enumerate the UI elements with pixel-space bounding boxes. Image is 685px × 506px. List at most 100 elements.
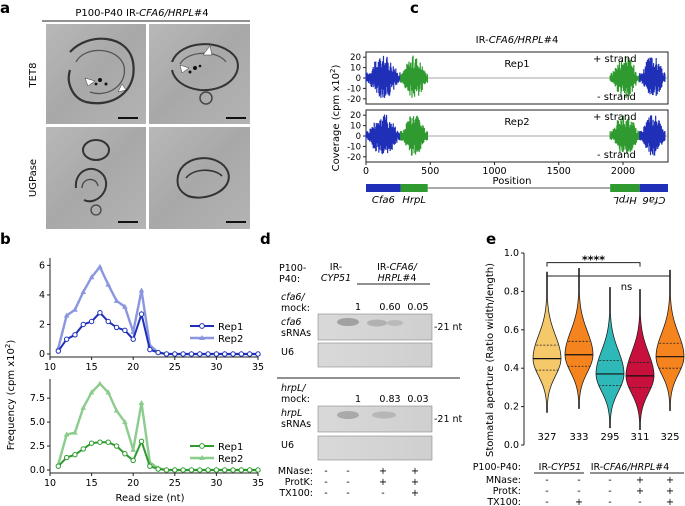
point-rep1 — [213, 351, 220, 357]
d-bottom-rna-label-2: sRNAs — [281, 419, 311, 430]
point-rep2 — [138, 399, 145, 405]
sig-bracket-1 — [546, 262, 641, 267]
coverage-trace — [609, 115, 641, 155]
x-tick-label: 10 — [44, 478, 56, 489]
d-bottom-nt-marker: -21 nt — [434, 414, 463, 425]
violin — [625, 289, 655, 431]
d-treatment-cell: - — [346, 466, 349, 477]
d-top-band-3 — [387, 320, 403, 326]
point-rep1 — [255, 351, 261, 357]
panel-a: a P100-P40 IR-CFA6/HRPL#4 TET8 UGPase — [0, 0, 250, 229]
point-rep1 — [105, 439, 111, 445]
panel-d-label: d — [260, 230, 271, 248]
point-rep1 — [205, 467, 211, 473]
coverage-trace — [609, 56, 641, 98]
d-treatment-cell: - — [324, 488, 327, 499]
e-treatment-cell: + — [666, 497, 674, 506]
plus-strand-label: + strand — [593, 54, 637, 65]
d-treatment-label: TX100: — [278, 488, 313, 499]
violin-count: 325 — [660, 432, 679, 443]
point-rep2 — [72, 306, 78, 312]
minus-strand-label: - strand — [597, 150, 636, 161]
point-rep1 — [97, 439, 103, 445]
x-tick-label: 30 — [210, 478, 222, 489]
e-treatment-cell: + — [575, 497, 583, 506]
x-tick-label: 25 — [169, 362, 181, 373]
panel-b-ylabel: Frequency (cpm x102) — [4, 340, 17, 451]
violin — [655, 269, 685, 411]
panel-d: d P100- P40: IR- CYP51 IR-CFA6/ HRPL#4 c… — [260, 230, 463, 499]
panel-c-label: c — [410, 0, 419, 17]
point-rep1 — [163, 467, 170, 473]
coverage-trace — [639, 115, 666, 156]
point-rep1 — [172, 351, 178, 357]
d-top-rna-label-2: sRNAs — [281, 328, 311, 339]
point-rep1 — [55, 348, 62, 354]
e-treatment-cell: - — [577, 486, 580, 497]
point-rep1 — [63, 454, 70, 461]
row-label-tet8: TET8 — [28, 63, 39, 89]
d-top-ratio-2: 0.60 — [379, 302, 400, 313]
y-tick-label: -10 — [347, 142, 361, 152]
e-treatment-cell: + — [666, 486, 674, 497]
d-bottom-u6-label: U6 — [281, 440, 294, 451]
d-treatment-cell: + — [411, 466, 419, 477]
point-rep1 — [188, 467, 195, 473]
point-rep1 — [72, 451, 78, 458]
point-rep1 — [113, 324, 120, 331]
panel-a-label: a — [0, 0, 10, 17]
point-rep1 — [197, 467, 203, 473]
gene-label-hrpl-rev: HrpL — [613, 194, 637, 205]
point-rep2 — [80, 404, 87, 410]
violin — [564, 267, 594, 409]
gene-label-cfa6: Cfa6 — [372, 195, 395, 206]
legend-marker-rep2 — [199, 455, 205, 460]
legend-label-rep2: Rep2 — [218, 334, 243, 345]
e-group-label: P100-P40: — [473, 462, 521, 473]
legend-marker-rep1 — [199, 443, 205, 449]
panel-b: b Frequency (cpm x102) Read size (nt) 0 2… — [0, 230, 264, 504]
point-rep1 — [97, 309, 103, 316]
d-top-band-2 — [367, 319, 387, 327]
x-tick-label: 25 — [169, 478, 181, 489]
y-tick-label: 10 — [350, 64, 361, 74]
point-rep1 — [180, 467, 186, 473]
d-treatment-label: MNase: — [278, 466, 313, 477]
point-rep1 — [80, 321, 86, 328]
row-label-ugpase: UGPase — [28, 159, 39, 197]
d-treatment-cell: + — [411, 488, 419, 499]
panel-b-label: b — [0, 230, 11, 248]
x-tick-label: 30 — [210, 362, 222, 373]
d-treatment-label: ProtK: — [285, 477, 313, 488]
point-rep2 — [122, 419, 128, 425]
point-rep2 — [105, 389, 112, 395]
d-bottom-ratio-label-1: hrpL/ — [281, 383, 307, 394]
point-rep1 — [147, 463, 153, 469]
panel-e-label: e — [486, 230, 496, 248]
y-tick-label: 0.0 — [30, 465, 45, 476]
d-treatment-cell: - — [381, 488, 384, 499]
point-rep1 — [63, 336, 70, 342]
e-treatment-cell: - — [545, 486, 548, 497]
gene-block — [400, 184, 428, 192]
panel-b-xlabel: Read size (nt) — [116, 493, 185, 504]
panel-a-title: P100-P40 IR-CFA6/HRPL#4 — [75, 8, 208, 19]
coverage-trace — [365, 55, 402, 98]
gene-block — [610, 184, 640, 192]
point-rep1 — [172, 467, 178, 473]
point-rep1 — [180, 351, 186, 357]
e-treatment-cell: - — [545, 475, 548, 486]
point-rep1 — [147, 346, 153, 353]
e-treatment-cell: - — [545, 497, 548, 506]
point-rep1 — [246, 351, 253, 357]
e-treatment-label: ProtK: — [493, 486, 521, 497]
d-treatment-cell: + — [411, 477, 419, 488]
legend-label-rep2: Rep2 — [218, 454, 243, 465]
x-tick-label: 500 — [421, 166, 439, 177]
d-top-nt-marker: -21 nt — [434, 322, 463, 333]
point-rep1 — [188, 351, 195, 357]
e-treatment-label: TX100: — [486, 497, 521, 506]
chart-e: 0.0 0.2 0.4 0.6 0.8 1.0 327 333 295 311 325 **** ns — [504, 248, 685, 451]
